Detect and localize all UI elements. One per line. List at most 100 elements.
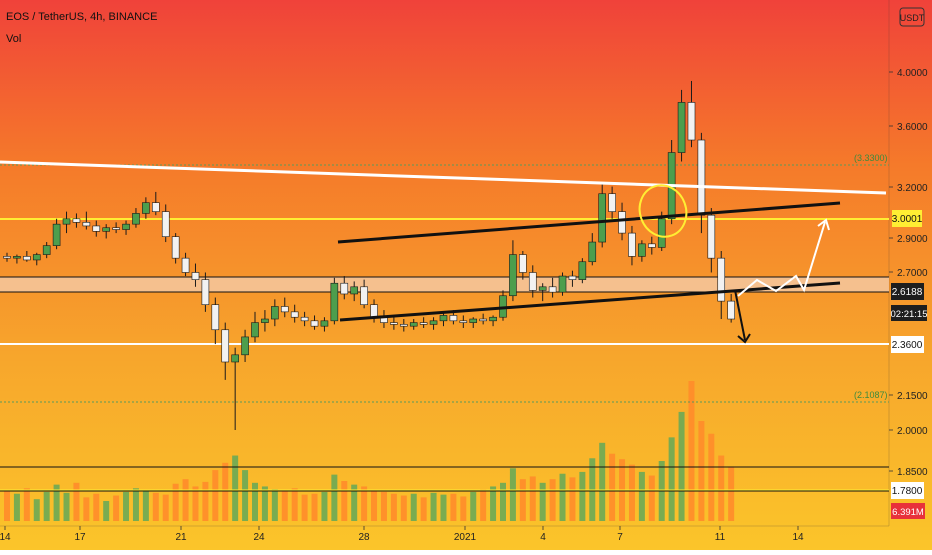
channel-upper-line xyxy=(337,201,841,244)
volume-bar xyxy=(440,494,447,521)
candle-body xyxy=(350,286,359,295)
volume-bar xyxy=(4,490,10,521)
candle-body xyxy=(13,256,21,259)
volume-bar xyxy=(132,488,139,521)
bearish-arrow xyxy=(734,289,746,341)
candle-body xyxy=(528,272,537,291)
date-tick-label: 7 xyxy=(617,532,623,543)
date-tick-label: 4 xyxy=(540,532,546,543)
volume-bar xyxy=(192,486,199,521)
candle-body xyxy=(32,254,41,261)
candle-body xyxy=(102,227,110,232)
symbol-title: EOS / TetherUS, 4h, BINANCE xyxy=(6,11,157,23)
label-2-1087: (2.1087) xyxy=(854,390,888,400)
volume-bar xyxy=(529,476,536,521)
volume-bar xyxy=(113,495,120,521)
bullish-path xyxy=(737,221,826,297)
volume-bar xyxy=(103,501,110,521)
label-3-3300: (3.3300) xyxy=(854,153,888,163)
candle-body xyxy=(399,324,408,327)
currency-badge[interactable]: USDT xyxy=(899,7,925,27)
candle-body xyxy=(122,223,130,230)
candle-body xyxy=(568,275,577,280)
candle-body xyxy=(647,243,656,248)
candle-body xyxy=(459,320,468,323)
date-tick-label: 11 xyxy=(715,532,726,543)
volume-bar xyxy=(688,381,695,521)
candle-body xyxy=(657,218,666,248)
price-tick-label: 3.6000 xyxy=(897,122,928,133)
candle-body xyxy=(161,211,170,237)
volume-bar xyxy=(321,491,328,521)
candle-body xyxy=(191,272,200,280)
badge-2-3600: 2.3600 xyxy=(891,336,924,353)
volume-bar xyxy=(73,482,80,521)
volume-bar xyxy=(291,488,298,521)
price-tick-label: 2.0000 xyxy=(897,426,928,437)
volume-bar xyxy=(609,453,616,521)
volume-bar xyxy=(579,471,586,521)
candle-body xyxy=(112,227,120,230)
volume-bar xyxy=(172,483,179,521)
price-axis[interactable]: 4.0000 3.6000 3.2000 2.9000 2.7000 2.1500 2.00… xyxy=(889,68,928,478)
volume-bar xyxy=(33,499,40,521)
candle-body xyxy=(23,256,31,261)
volume-bar xyxy=(152,492,159,521)
volume-bar xyxy=(361,486,368,521)
volume-bar xyxy=(63,492,70,521)
drawings-layer xyxy=(0,160,887,344)
volume-bar xyxy=(539,482,546,521)
badge-current-price: 2.6188 xyxy=(891,283,924,300)
candle-body xyxy=(439,315,448,322)
volume-bar xyxy=(559,473,566,521)
volume-bar xyxy=(549,479,556,521)
channel-lower-line xyxy=(339,281,841,322)
candle-body xyxy=(697,139,706,216)
volume-bar xyxy=(509,468,516,521)
volume-indicator-label: Vol xyxy=(6,33,21,45)
candle-body xyxy=(42,245,51,255)
volume-bar xyxy=(500,482,506,521)
bullish-arrowhead xyxy=(817,218,830,231)
price-tick-label: 4.0000 xyxy=(897,68,928,79)
current-price-text: 2.6188 xyxy=(892,287,923,298)
date-tick-label: 28 xyxy=(358,532,370,543)
currency-badge-label: USDT xyxy=(900,13,925,23)
volume-bar xyxy=(470,491,477,521)
candle-body xyxy=(628,232,636,257)
volume-bar xyxy=(490,486,497,521)
candle-body xyxy=(677,102,686,153)
candle-body xyxy=(588,241,597,263)
candle-body xyxy=(72,218,81,223)
volume-bar xyxy=(678,411,685,521)
volume-bar xyxy=(410,493,417,521)
date-tick-label: 17 xyxy=(74,532,86,543)
volume-bar xyxy=(123,491,130,521)
volume-bar xyxy=(261,486,268,521)
candle-body xyxy=(717,257,726,302)
volume-bar xyxy=(222,462,229,521)
badge-1-7800-text: 1.7800 xyxy=(892,486,923,497)
white-trendline xyxy=(0,160,887,195)
volume-bar xyxy=(162,494,169,521)
volume-bar xyxy=(212,470,219,521)
candle-body xyxy=(261,318,269,323)
candle-body xyxy=(280,306,289,313)
volume-bar xyxy=(301,494,308,521)
date-axis[interactable]: 14 17 21 24 28 2021 4 7 11 14 xyxy=(0,526,804,543)
badge-3-0001: 3.0001 xyxy=(892,210,923,227)
badge-countdown: 02:21:15 xyxy=(891,305,927,321)
date-tick-label: 2021 xyxy=(454,532,477,543)
candle-body xyxy=(548,286,557,293)
volume-bar xyxy=(142,491,149,521)
candle-body xyxy=(598,193,607,243)
volume-bar xyxy=(341,481,348,521)
volume-bar xyxy=(480,489,487,521)
volume-bar xyxy=(400,495,407,521)
price-tick-label: 3.2000 xyxy=(897,183,928,194)
volume-bar xyxy=(628,464,635,521)
candle-body xyxy=(181,257,190,273)
date-tick-label: 24 xyxy=(253,532,265,543)
